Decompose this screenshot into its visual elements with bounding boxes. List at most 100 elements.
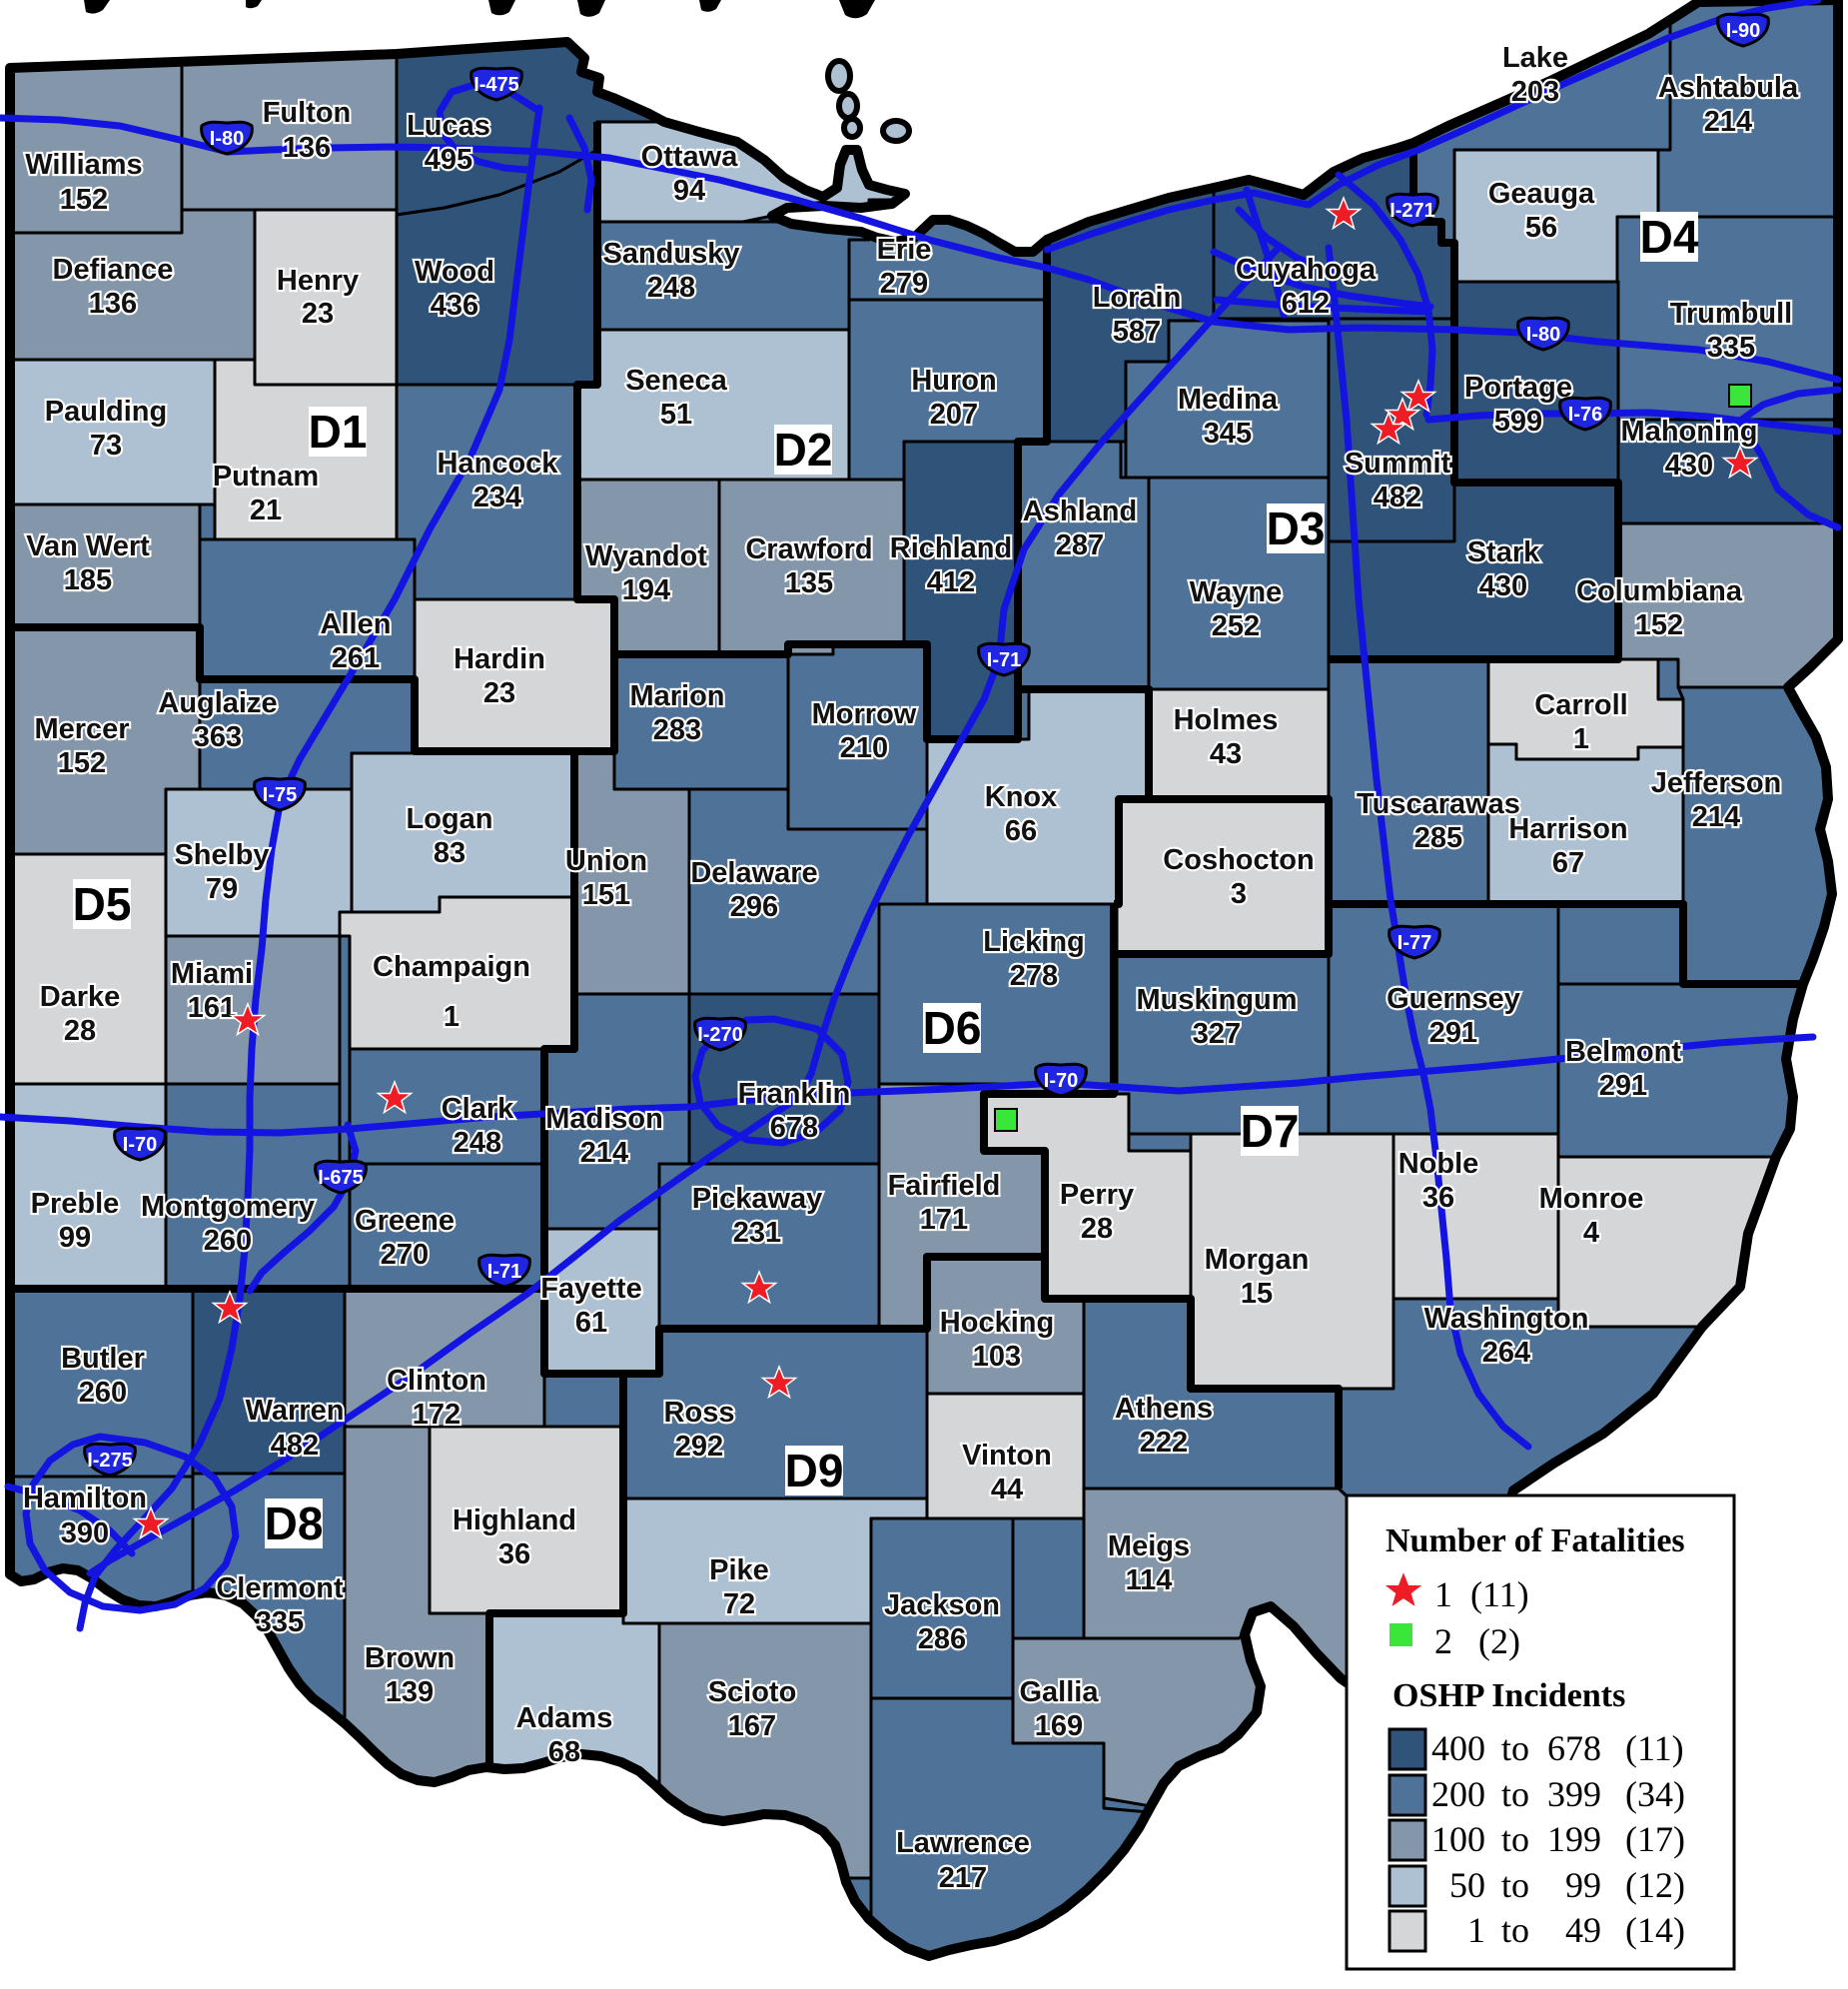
svg-text:OSHP Incidents: OSHP Incidents	[1392, 1677, 1625, 1714]
svg-text:Number of Fatalities: Number of Fatalities	[1386, 1522, 1685, 1559]
svg-text:Henry: Henry	[277, 265, 359, 297]
svg-text:Hocking: Hocking	[940, 1307, 1054, 1339]
svg-text:210: 210	[840, 732, 888, 764]
svg-text:430: 430	[1665, 450, 1713, 482]
svg-text:Darke: Darke	[40, 981, 121, 1013]
svg-text:to: to	[1501, 1819, 1529, 1859]
svg-text:248: 248	[647, 272, 695, 304]
svg-text:Adams: Adams	[516, 1702, 613, 1734]
svg-text:Athens: Athens	[1115, 1393, 1213, 1425]
svg-text:4: 4	[1583, 1217, 1599, 1249]
svg-text:Wyandot: Wyandot	[585, 540, 707, 572]
svg-text:99: 99	[59, 1222, 91, 1254]
svg-text:Gallia: Gallia	[1020, 1676, 1100, 1708]
svg-text:Scioto: Scioto	[708, 1676, 797, 1708]
svg-text:Miami: Miami	[171, 958, 253, 990]
svg-text:1: 1	[444, 1001, 460, 1033]
svg-text:Belmont: Belmont	[1565, 1036, 1681, 1068]
svg-text:Morgan: Morgan	[1205, 1244, 1310, 1276]
svg-text:Union: Union	[565, 845, 647, 877]
svg-text:(11): (11)	[1625, 1728, 1684, 1768]
svg-text:Fayette: Fayette	[540, 1273, 642, 1305]
svg-text:Summit: Summit	[1345, 448, 1451, 480]
svg-text:400: 400	[1431, 1728, 1485, 1768]
svg-text:136: 136	[89, 288, 137, 320]
svg-text:36: 36	[498, 1538, 530, 1570]
svg-text:Montgomery: Montgomery	[141, 1191, 315, 1223]
svg-text:264: 264	[1482, 1337, 1530, 1369]
svg-text:390: 390	[61, 1517, 109, 1549]
svg-text:482: 482	[271, 1430, 319, 1462]
svg-text:I-270: I-270	[697, 1024, 743, 1046]
svg-text:Harrison: Harrison	[1508, 813, 1627, 845]
svg-text:Noble: Noble	[1398, 1148, 1479, 1180]
svg-text:I-77: I-77	[1397, 932, 1431, 954]
svg-text:185: 185	[64, 564, 112, 596]
svg-text:I-76: I-76	[1568, 404, 1602, 426]
svg-text:43: 43	[1210, 738, 1242, 770]
svg-text:Coshocton: Coshocton	[1163, 844, 1314, 876]
svg-text:Portage: Portage	[1464, 372, 1572, 404]
svg-text:28: 28	[1081, 1213, 1113, 1245]
svg-text:Wayne: Wayne	[1190, 576, 1282, 608]
svg-text:73: 73	[90, 430, 122, 462]
svg-text:Ashtabula: Ashtabula	[1658, 72, 1799, 104]
svg-text:Shelby: Shelby	[174, 839, 269, 871]
svg-text:I-70: I-70	[123, 1134, 157, 1156]
svg-text:Richland: Richland	[890, 532, 1012, 564]
svg-text:Perry: Perry	[1060, 1179, 1134, 1211]
svg-text:260: 260	[204, 1225, 252, 1257]
svg-text:(14): (14)	[1625, 1910, 1685, 1950]
svg-text:1: 1	[1434, 1574, 1452, 1614]
svg-text:231: 231	[733, 1217, 781, 1249]
svg-text:Hamilton: Hamilton	[23, 1483, 147, 1514]
svg-text:to: to	[1501, 1910, 1529, 1950]
svg-text:Preble: Preble	[31, 1188, 120, 1220]
svg-text:I-271: I-271	[1389, 200, 1435, 222]
svg-text:I-80: I-80	[210, 128, 244, 150]
svg-text:I-80: I-80	[1526, 324, 1560, 346]
svg-text:I-71: I-71	[987, 649, 1021, 671]
svg-text:Van Wert: Van Wert	[26, 530, 150, 562]
svg-text:36: 36	[1422, 1182, 1454, 1214]
svg-text:335: 335	[256, 1606, 304, 1638]
svg-text:49: 49	[1565, 1910, 1601, 1950]
svg-text:136: 136	[283, 132, 331, 164]
svg-text:Guernsey: Guernsey	[1386, 983, 1520, 1015]
svg-text:Holmes: Holmes	[1174, 704, 1279, 736]
svg-text:283: 283	[653, 714, 701, 746]
svg-text:I-275: I-275	[87, 1450, 133, 1472]
svg-text:482: 482	[1374, 482, 1421, 513]
svg-text:D8: D8	[265, 1497, 324, 1549]
svg-text:Jefferson: Jefferson	[1651, 767, 1782, 799]
svg-text:Lorain: Lorain	[1093, 282, 1182, 314]
svg-text:139: 139	[386, 1676, 434, 1708]
svg-text:Trumbull: Trumbull	[1670, 298, 1792, 330]
svg-text:Butler: Butler	[61, 1343, 145, 1375]
svg-text:Fulton: Fulton	[263, 97, 352, 129]
svg-text:(17): (17)	[1625, 1819, 1685, 1859]
svg-text:Williams: Williams	[25, 149, 142, 181]
svg-text:I-75: I-75	[263, 784, 297, 806]
svg-text:Vinton: Vinton	[962, 1440, 1052, 1472]
svg-text:Putnam: Putnam	[213, 461, 319, 493]
svg-text:Ashland: Ashland	[1023, 496, 1137, 527]
svg-text:248: 248	[454, 1127, 501, 1159]
svg-text:135: 135	[785, 567, 833, 599]
svg-text:I-675: I-675	[318, 1167, 364, 1189]
svg-text:28: 28	[64, 1015, 96, 1047]
svg-text:Medina: Medina	[1178, 384, 1279, 416]
svg-text:Clermont: Clermont	[216, 1572, 344, 1604]
svg-text:I-70: I-70	[1044, 1070, 1078, 1092]
svg-text:217: 217	[939, 1862, 987, 1894]
svg-text:Stark: Stark	[1467, 536, 1540, 568]
svg-text:495: 495	[425, 144, 472, 176]
svg-text:Muskingum: Muskingum	[1136, 984, 1297, 1016]
svg-text:Fairfield: Fairfield	[888, 1170, 1001, 1202]
svg-text:72: 72	[723, 1588, 755, 1620]
svg-text:Hardin: Hardin	[454, 643, 545, 675]
svg-text:68: 68	[548, 1736, 580, 1768]
svg-text:D6: D6	[923, 1002, 982, 1054]
svg-text:207: 207	[930, 399, 978, 431]
svg-text:Auglaize: Auglaize	[158, 687, 277, 719]
